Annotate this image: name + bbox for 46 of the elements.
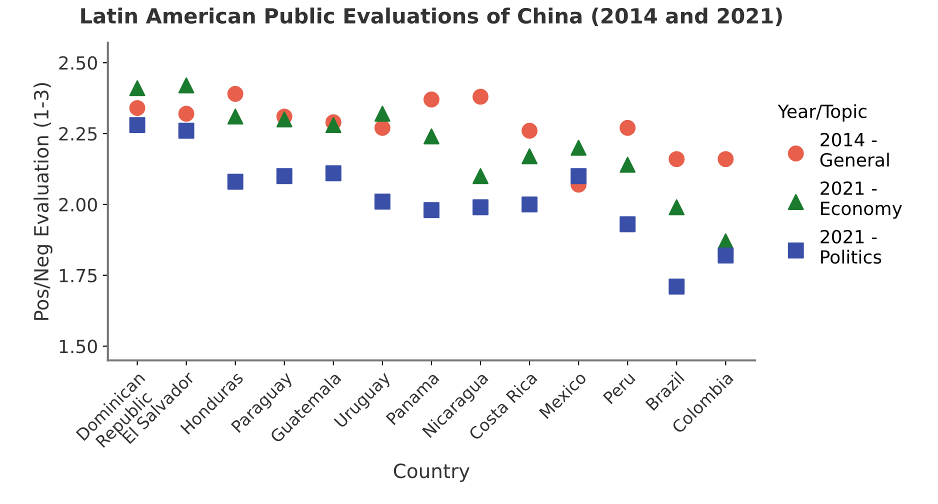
- point: [570, 140, 587, 156]
- point: [668, 151, 685, 168]
- point: [620, 120, 636, 136]
- point: [620, 156, 636, 173]
- y-axis-title: Pos/Neg Evaluation (1-3): [34, 83, 52, 320]
- point: [620, 216, 636, 232]
- point: [325, 165, 342, 182]
- point: [227, 108, 244, 125]
- chart-title: Latin American Public Evaluations of China (2014 and 2021): [81, 8, 782, 26]
- point: [472, 199, 488, 216]
- legend-label: 2021 - Politics: [820, 230, 882, 264]
- legend-title: Year/Topic: [778, 104, 866, 122]
- point: [522, 148, 538, 164]
- point: [570, 168, 587, 184]
- legend-label: 2014 - General: [820, 132, 889, 167]
- point: [374, 106, 390, 122]
- point: [472, 88, 488, 105]
- y-tick-label: 2.50: [59, 56, 97, 70]
- point: [424, 92, 440, 108]
- point: [129, 100, 146, 116]
- point: [178, 77, 194, 94]
- y-tick-label: 1.50: [60, 340, 97, 354]
- y-tick-label: 2.00: [59, 198, 97, 212]
- y-tick-label: 1.75: [60, 269, 97, 282]
- point: [668, 278, 685, 295]
- point: [374, 194, 390, 210]
- point: [178, 106, 194, 122]
- point: [178, 122, 194, 139]
- point: [472, 168, 488, 184]
- point: [129, 117, 146, 134]
- legend-label: 2021 - Economy: [820, 181, 902, 219]
- point: [276, 168, 292, 184]
- point: [668, 199, 685, 216]
- y-tick-label: 2.25: [59, 127, 97, 141]
- point: [374, 120, 390, 136]
- x-axis-title: Country: [394, 464, 470, 482]
- point: [227, 86, 244, 102]
- point: [718, 247, 734, 264]
- point: [424, 128, 440, 144]
- point: [424, 202, 440, 218]
- point: [325, 117, 342, 134]
- point: [522, 122, 538, 139]
- point: [522, 196, 538, 212]
- point: [227, 174, 244, 190]
- point: [718, 151, 734, 168]
- point: [129, 80, 146, 96]
